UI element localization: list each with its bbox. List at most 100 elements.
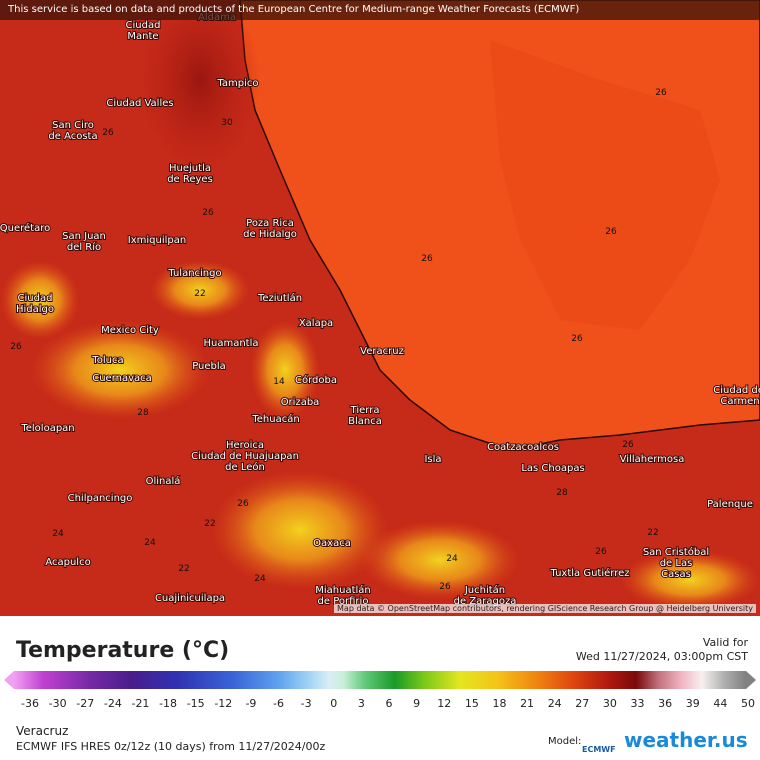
city-label: Blanca (348, 416, 382, 427)
warm-area (210, 470, 390, 590)
valid-label: Valid for (702, 636, 748, 649)
warm-area (150, 260, 250, 320)
city-label: de Acosta (48, 131, 97, 142)
colorbar-tick: -18 (159, 697, 178, 710)
model-name: ECMWF (582, 745, 616, 754)
city-label: Casas (661, 569, 691, 580)
city-label: Huamantla (203, 338, 258, 349)
city-label: Palenque (707, 499, 753, 510)
contour-label: 26 (605, 227, 617, 237)
colorbar-tick: -36 (21, 697, 39, 710)
contour-label: 26 (421, 254, 433, 264)
city-label: Oaxaca (313, 538, 351, 549)
colorbar-tick: -3 (300, 697, 312, 710)
city-label: Tuxtla Gutiérrez (549, 567, 629, 579)
brand[interactable]: weather.us (624, 728, 748, 752)
contour-label: 28 (556, 488, 568, 498)
warm-area (250, 320, 320, 420)
city-label: de Reyes (167, 174, 213, 185)
city-label: Ciudad (126, 20, 161, 31)
legend-title: Temperature (°C) (16, 638, 230, 663)
city-label: Las Choapas (521, 463, 584, 474)
city-label: Juchitán (464, 584, 505, 596)
colorbar-tick: 36 (658, 697, 673, 710)
city-label: Orizaba (281, 397, 320, 408)
city-label: de Las (660, 558, 693, 569)
city-label: Cuajinicuilapa (155, 593, 225, 604)
colorbar-tick: 12 (437, 697, 452, 710)
valid-time: Wed 11/27/2024, 03:00pm CST (575, 650, 748, 663)
sea-area (490, 40, 720, 330)
contour-label: 24 (254, 574, 266, 584)
labels: AldamaCiudadManteTampicoCiudad VallesSan… (0, 11, 760, 608)
contour-label: 30 (221, 118, 233, 128)
contour-label: 26 (655, 88, 667, 98)
warm-area (620, 550, 760, 610)
city-label: Villahermosa (620, 454, 685, 465)
contour-label: 24 (52, 529, 64, 539)
model-label: Model: (548, 736, 582, 747)
colorbar-tick: 44 (713, 697, 728, 710)
contour-label: 28 (137, 408, 149, 418)
city-label: Toluca (91, 355, 123, 366)
city-label: Poza Rica (246, 218, 294, 229)
contour-label: 26 (102, 128, 114, 138)
colorbar-tick: 30 (602, 697, 617, 710)
city-label: Ciudad del (713, 385, 760, 396)
colorbar-tick: -15 (186, 697, 205, 710)
city-label: de Hidalgo (243, 229, 297, 240)
attribution: Map data © OpenStreetMap contributors, r… (334, 604, 756, 613)
city-label: de León (225, 461, 265, 473)
city-label: Tehuacán (251, 413, 299, 425)
contour-label: 24 (446, 554, 458, 564)
contour-label: 22 (647, 528, 658, 538)
colorbar-tick: 9 (413, 697, 421, 710)
city-label: Querétaro (0, 222, 50, 234)
city-label: San Ciro (52, 120, 94, 131)
city-label: Chilpancingo (68, 493, 133, 504)
contour-label: 26 (439, 582, 451, 592)
city-label: Mante (127, 31, 158, 42)
city-label: Acapulco (45, 557, 90, 568)
city-label: Córdoba (295, 374, 337, 386)
contour-label: 26 (237, 499, 249, 509)
city-label: Cuernavaca (92, 373, 152, 384)
city-label: Puebla (192, 361, 226, 372)
city-label: Mexico City (101, 325, 159, 336)
colorbar-tick: 27 (575, 697, 590, 710)
colorbar-end (4, 671, 14, 689)
city-label: Teloloapan (20, 423, 74, 434)
city-label: Carmen (720, 396, 759, 407)
warm-area (0, 260, 80, 340)
contour-label: 24 (144, 538, 156, 548)
colorbar-tick: 18 (492, 697, 507, 710)
city-label: Hidalgo (16, 304, 54, 315)
city-label: Coatzacoalcos (487, 442, 559, 453)
contour-label: 26 (571, 334, 583, 344)
cool-area (140, 0, 260, 170)
city-label: Ciudad Valles (106, 98, 173, 109)
colorbar (14, 671, 746, 689)
colorbar-tick: -9 (245, 697, 257, 710)
city-label: Tampico (216, 78, 258, 89)
contour-label: 26 (622, 440, 634, 450)
colorbar-tick: -12 (214, 697, 233, 710)
colorbar-tick: 6 (385, 697, 393, 710)
city-label: Heroica (226, 440, 264, 451)
coastline (239, 0, 760, 451)
city-label: Isla (424, 454, 441, 465)
map: AldamaCiudadManteTampicoCiudad VallesSan… (0, 0, 760, 616)
city-label: Ciudad de Huajuapan (191, 451, 299, 462)
city-label: del Río (67, 241, 101, 253)
contour-label: 26 (202, 208, 214, 218)
contour-label: 14 (273, 377, 285, 387)
colorbar-tick: -21 (131, 697, 150, 710)
city-label: Veracruz (360, 346, 404, 357)
region: Veracruz (16, 724, 69, 738)
colorbar-tick: 21 (520, 697, 535, 710)
colorbar-end (746, 671, 756, 689)
model-run: ECMWF IFS HRES 0z/12z (10 days) from 11/… (16, 740, 326, 753)
colorbar-tick: 33 (630, 697, 645, 710)
colorbar-tick: 0 (330, 697, 338, 710)
